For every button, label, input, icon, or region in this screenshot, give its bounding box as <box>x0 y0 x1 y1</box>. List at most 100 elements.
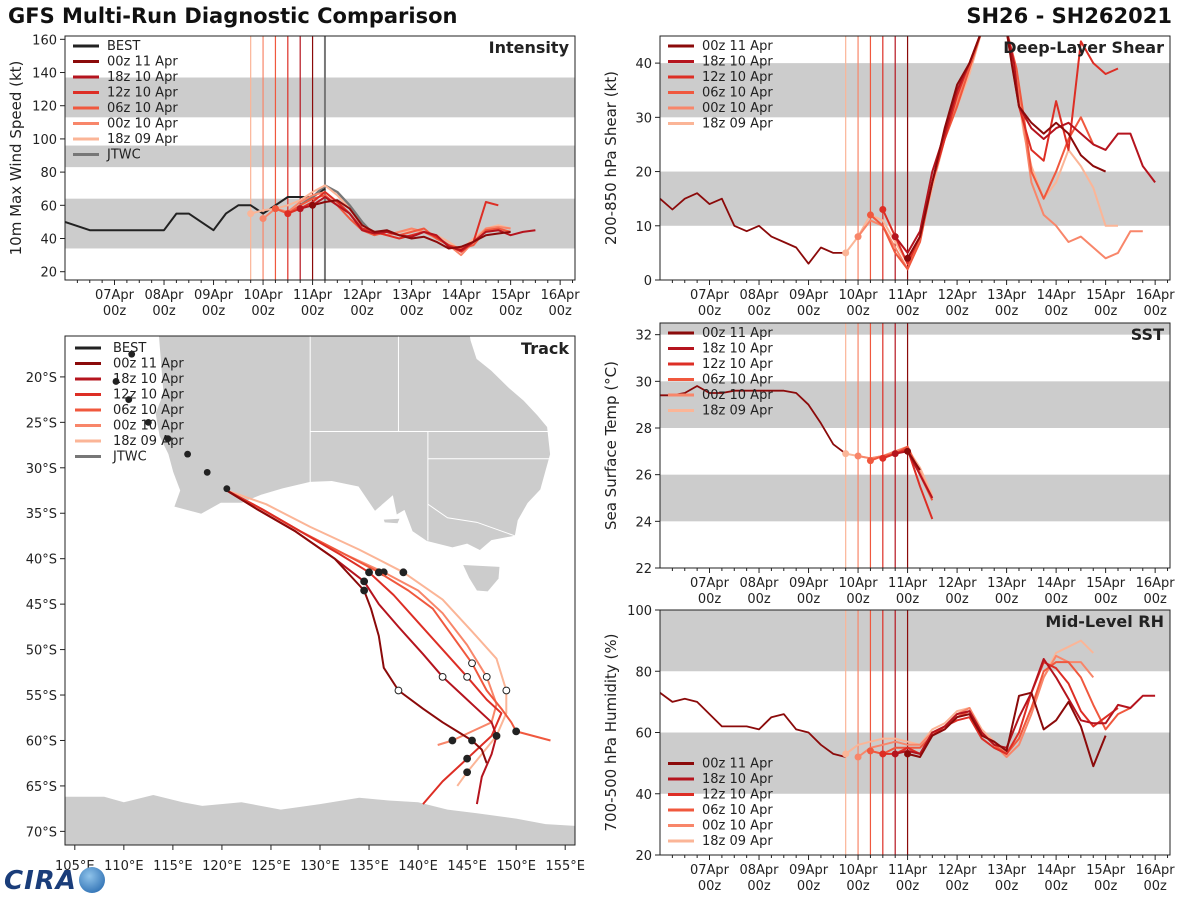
x-tick-label: 00z <box>400 304 424 319</box>
history-line <box>660 192 846 265</box>
x-tick-label: 00z <box>1143 304 1167 319</box>
plot-frame <box>659 35 1171 281</box>
y-tick-label: 60 <box>40 199 57 214</box>
forecast-track <box>226 489 508 787</box>
shaded-band <box>65 145 575 168</box>
track-point-marker <box>512 727 521 736</box>
y-tick-label: 20°S <box>26 371 57 386</box>
y-tick-label: 55°S <box>26 689 57 704</box>
x-tick-label: 11Apr <box>888 288 928 303</box>
init-marker <box>842 249 850 257</box>
panel-title: Intensity <box>489 38 570 57</box>
track-point-marker <box>492 732 501 740</box>
x-tick-label: 00z <box>896 879 920 894</box>
y-tick-label: 10 <box>635 220 652 235</box>
x-tick-label: 12Apr <box>343 288 383 303</box>
track-point-marker <box>463 768 472 777</box>
init-marker <box>854 753 862 761</box>
y-axis-label: Sea Surface Temp (°C) <box>602 361 620 530</box>
best-track-marker <box>203 468 211 476</box>
x-tick-label: 00z <box>846 304 870 319</box>
y-tick-label: 30 <box>635 375 652 390</box>
x-tick-label: 11Apr <box>888 576 928 591</box>
init-marker <box>904 447 912 455</box>
track-point-marker <box>482 672 491 681</box>
track-point-marker <box>502 686 511 695</box>
legend-label: BEST <box>107 39 140 54</box>
x-tick-label: 00z <box>1094 304 1118 319</box>
tasmania-landmass <box>463 565 500 592</box>
x-tick-label: 00z <box>1044 592 1068 607</box>
x-tick-label: 15Apr <box>1086 576 1126 591</box>
series-line <box>299 196 536 252</box>
storm-id: SH26 - SH262021 <box>966 4 1172 28</box>
legend-label: 12z 10 Apr <box>702 357 773 372</box>
x-tick-label: 00z <box>896 304 920 319</box>
legend-label: 18z 10 Apr <box>702 55 773 70</box>
init-marker <box>904 750 912 758</box>
globe-icon <box>78 867 105 893</box>
legend-label: 00z 10 Apr <box>702 819 773 834</box>
track-point-marker <box>360 577 369 586</box>
panel-title: SST <box>1131 325 1164 344</box>
y-tick-label: 60 <box>635 727 652 742</box>
init-marker <box>866 747 874 755</box>
x-tick-label: 00z <box>1044 879 1068 894</box>
x-tick-label: 14Apr <box>1037 863 1077 878</box>
y-tick-label: 120 <box>32 100 57 115</box>
best-track-marker <box>125 396 133 404</box>
legend-label: 00z 10 Apr <box>113 419 184 434</box>
cira-logo-text: CIRA <box>4 866 77 896</box>
init-marker <box>842 750 850 758</box>
series-line <box>906 450 921 471</box>
init-marker <box>296 205 304 213</box>
y-tick-label: 30°S <box>26 462 57 477</box>
legend-label: 00z 11 Apr <box>702 326 773 341</box>
track-point-marker <box>463 672 472 681</box>
y-tick-label: 65°S <box>26 780 57 795</box>
x-tick-label: 12Apr <box>938 576 978 591</box>
legend-label: 12z 10 Apr <box>113 388 184 403</box>
best-track-marker <box>223 485 231 493</box>
x-tick-label: 07Apr <box>690 288 730 303</box>
shaded-band <box>660 63 1170 118</box>
y-tick-label: 20 <box>635 166 652 181</box>
x-tick-label: 00z <box>1143 592 1167 607</box>
jtwc-line <box>299 184 376 237</box>
x-tick-label: 00z <box>1143 879 1167 894</box>
x-tick-label: 135°E <box>349 859 389 874</box>
shaded-band <box>660 610 1170 672</box>
shaded-band <box>65 198 575 249</box>
y-axis-label: 700-500 hPa Humidity (%) <box>602 633 620 831</box>
plot-frame <box>64 35 576 281</box>
series-line <box>312 199 511 250</box>
legend-label: 00z 11 Apr <box>113 357 184 372</box>
x-tick-label: 14Apr <box>1037 288 1077 303</box>
legend-label: 18z 09 Apr <box>702 834 773 849</box>
legend-label: 18z 10 Apr <box>107 70 178 85</box>
y-tick-label: 24 <box>635 515 652 530</box>
init-marker <box>247 210 255 218</box>
track-point-marker <box>468 736 476 745</box>
x-tick-label: 07Apr <box>95 288 135 303</box>
init-marker <box>879 750 887 758</box>
legend-label: BEST <box>113 341 146 356</box>
x-tick-label: 09Apr <box>194 288 234 303</box>
plot-area <box>65 36 575 280</box>
series-line <box>906 36 1107 259</box>
y-tick-label: 26 <box>635 469 652 484</box>
shear-panel: 01020304007Apr00z08Apr00z09Apr00z10Apr00… <box>602 35 1176 319</box>
x-tick-label: 14Apr <box>442 288 482 303</box>
map-area <box>65 336 575 845</box>
init-marker <box>891 750 899 758</box>
x-tick-label: 00z <box>202 304 226 319</box>
x-tick-label: 16Apr <box>1136 288 1176 303</box>
legend-label: 18z 09 Apr <box>702 117 773 132</box>
y-tick-label: 50°S <box>26 644 57 659</box>
shaded-band <box>660 381 1170 428</box>
init-marker <box>866 457 874 465</box>
x-tick-label: 08Apr <box>145 288 185 303</box>
x-tick-label: 00z <box>995 592 1019 607</box>
x-tick-label: 08Apr <box>740 863 780 878</box>
x-tick-label: 145°E <box>447 859 487 874</box>
